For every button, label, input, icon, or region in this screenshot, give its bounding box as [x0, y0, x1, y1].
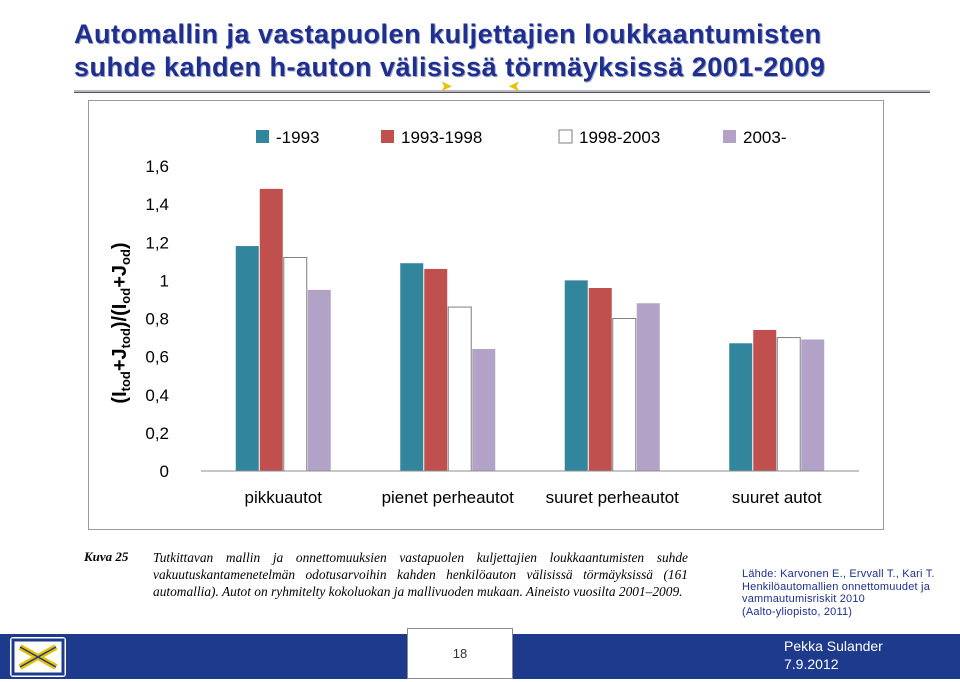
y-axis-label-group: (Itod+Jtod)/(Iod+Jod) [109, 242, 133, 403]
y-label-sub: tod [118, 328, 133, 348]
bar [776, 337, 801, 472]
bar [801, 339, 825, 471]
chart-frame: (Itod+Jtod)/(Iod+Jod) 0 0,2 0,4 0,6 0,8 1 1,2 1… [88, 100, 884, 530]
y-label-sub: od [118, 249, 133, 265]
y-tick-label: 0,2 [145, 424, 169, 443]
y-tick-label: 1 [160, 271, 169, 290]
bar [729, 343, 753, 471]
y-tick-label: 0,6 [145, 348, 169, 367]
bar [307, 289, 331, 471]
legend-swatch [723, 130, 736, 143]
bar [447, 306, 472, 472]
source-line: Henkilöautomallien onnettomuudet ja [742, 580, 931, 593]
legend-label: 1993-1998 [401, 128, 482, 147]
slide-title-line2: suhde kahden h-auton välisissä törmäyksi… [74, 52, 826, 82]
y-tick-labels: 0 0,2 0,4 0,6 0,8 1 1,2 1,4 1,6 [145, 157, 169, 481]
legend-swatch [256, 130, 269, 143]
figure-caption-label: Kuva 25 [84, 549, 129, 564]
page-number: 18 [407, 628, 513, 679]
source-line: Lähde: Karvonen E., Ervvall T., Kari T. [742, 568, 935, 580]
y-tick-label: 0,8 [145, 310, 169, 329]
bar [424, 268, 448, 471]
y-axis-label: (Itod+Jtod)/(Iod+Jod) [109, 242, 133, 403]
title-divider-shadow [74, 92, 930, 93]
legend: -1993 1993-1998 1998-2003 2003- [256, 128, 786, 147]
y-label-part: +J [109, 265, 131, 288]
y-tick-label: 0 [160, 462, 169, 481]
bar [564, 280, 588, 471]
x-category-labels: pikkuautot pienet perheautot suuret perhea… [245, 488, 822, 507]
legend-label: 1998-2003 [579, 128, 660, 147]
arrow-left-icon: ➤ [508, 77, 521, 95]
bar [259, 188, 283, 471]
slide-title: Automallin ja vastapuolen kuljettajien l… [74, 18, 934, 84]
source-line: (Aalto-yliopisto, 2011) [742, 605, 853, 618]
y-tick-label: 0,4 [145, 386, 169, 405]
x-category-label: suuret perheautot [546, 488, 680, 507]
figure-caption-text: Tutkittavan mallin ja onnettomuuksien va… [153, 550, 688, 600]
footer-author: Pekka Sulander [784, 638, 883, 654]
y-label-part: )/(I [109, 304, 131, 328]
logo-icon [10, 637, 66, 677]
y-label-sub: od [118, 288, 133, 304]
y-tick-label: 1,4 [145, 195, 169, 214]
title-divider [74, 90, 930, 92]
x-category-label: pikkuautot [245, 488, 323, 507]
bar [588, 288, 612, 471]
bars [235, 188, 825, 472]
y-tick-label: 1,2 [145, 233, 169, 252]
chart-svg: (Itod+Jtod)/(Iod+Jod) 00,20,40,60,811,21… [109, 128, 859, 507]
legend-label: -1993 [276, 128, 319, 147]
legend-swatch [381, 130, 394, 143]
y-label-part: ) [109, 242, 131, 249]
y-label-sub: tod [118, 371, 133, 391]
source-line: vammautumisriskit 2010 [742, 593, 865, 605]
arrow-right-icon: ➤ [440, 77, 453, 95]
bar [235, 246, 259, 471]
bar [753, 329, 777, 471]
source-citation: Lähde: Karvonen E., Ervvall T., Kari T. … [742, 568, 947, 618]
bar [636, 303, 660, 471]
y-label-part: (I [109, 391, 131, 403]
bar [612, 318, 637, 472]
bar [400, 263, 424, 471]
bar [472, 349, 496, 471]
legend-swatch [558, 129, 573, 144]
slide-title-line1: Automallin ja vastapuolen kuljettajien l… [74, 19, 822, 49]
x-category-label: pienet perheautot [382, 488, 515, 507]
bar [283, 257, 308, 472]
footer-date: 7.9.2012 [784, 656, 839, 672]
legend-label: 2003- [743, 128, 786, 147]
y-label-part: +J [109, 348, 131, 371]
y-tick-label: 1,6 [145, 157, 169, 176]
x-category-label: suuret autot [732, 488, 822, 507]
